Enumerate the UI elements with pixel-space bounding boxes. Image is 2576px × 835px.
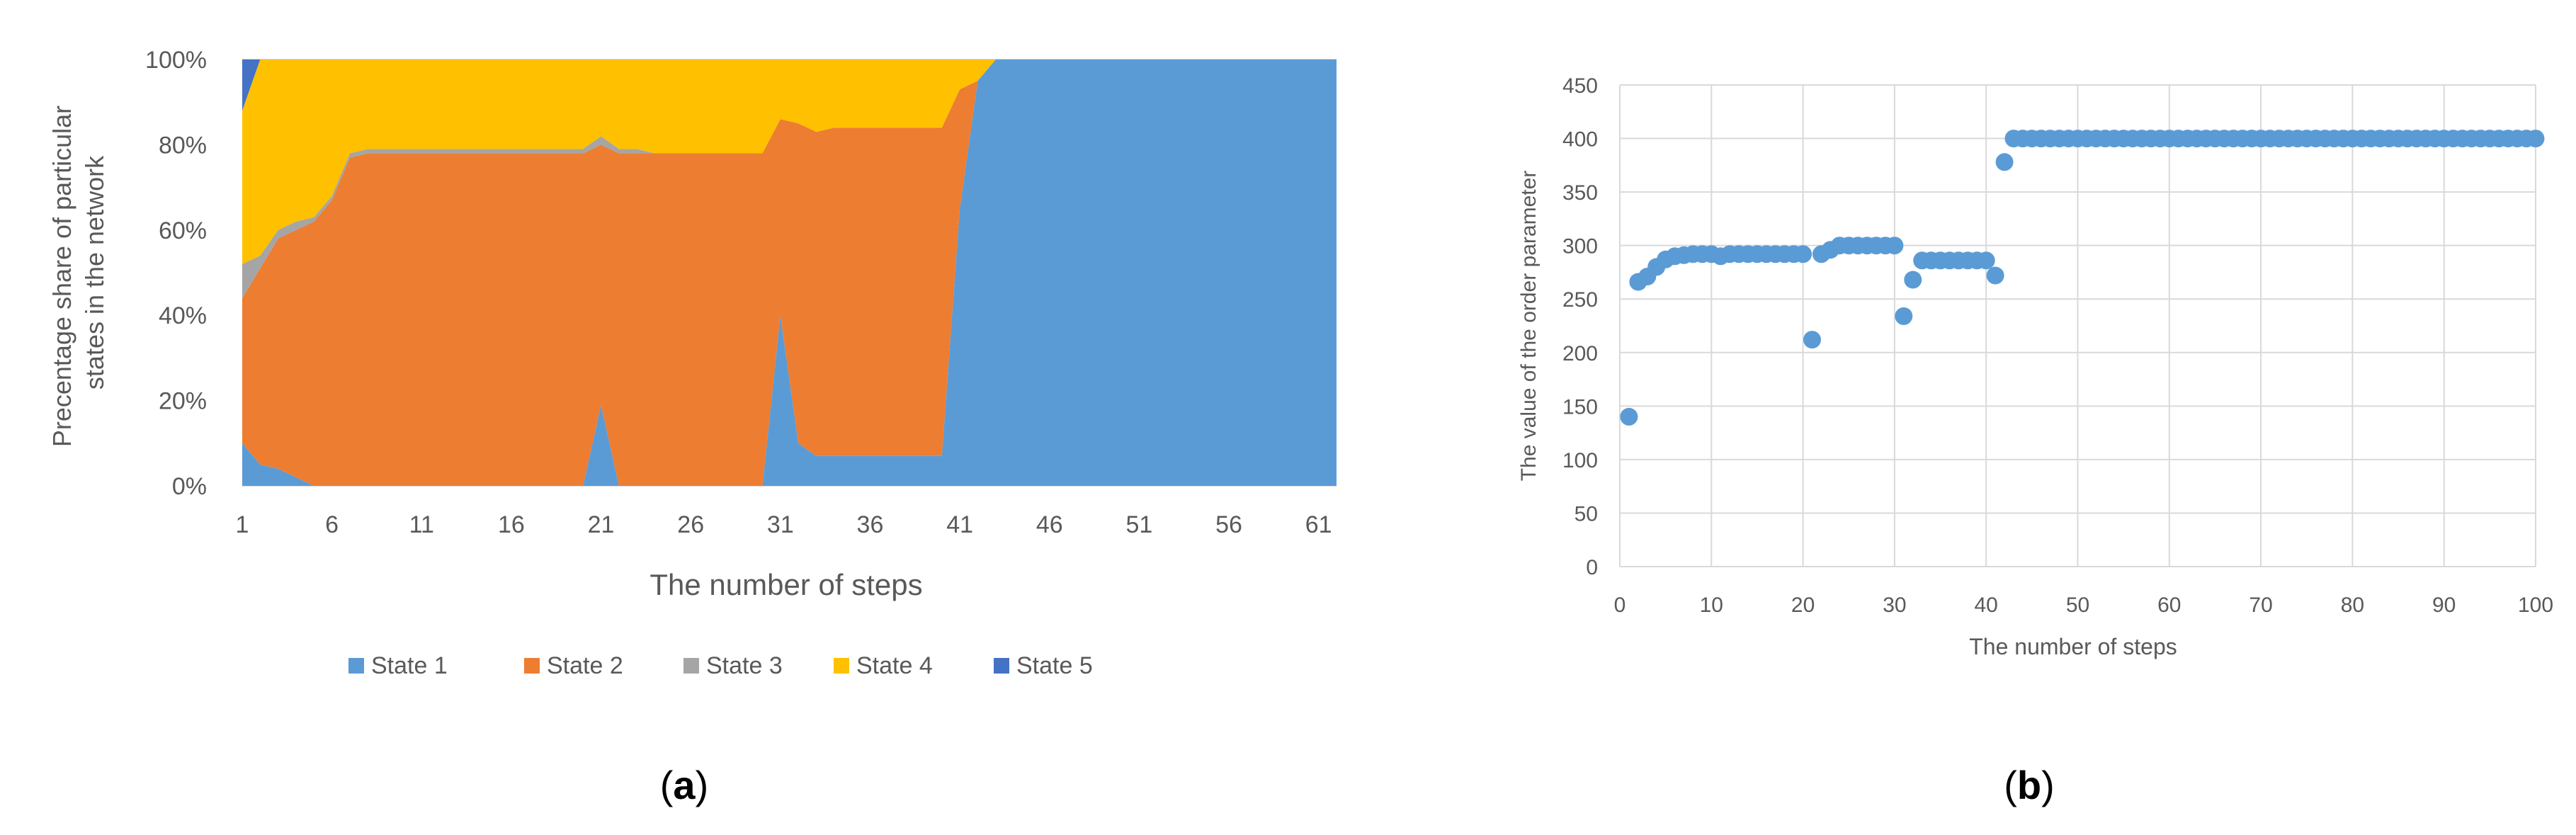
b-y-tick-label: 150 — [1562, 395, 1598, 419]
a-x-tick-label: 41 — [946, 511, 973, 538]
a-legend-swatch-state-5 — [994, 658, 1009, 674]
a-x-tick-label: 46 — [1036, 511, 1063, 538]
b-y-axis-label: The value of the order parameter — [1517, 171, 1541, 482]
a-x-tick-label: 36 — [857, 511, 884, 538]
a-legend-label-state-2: State 2 — [547, 652, 623, 679]
a-x-tick-label: 21 — [588, 511, 615, 538]
b-x-tick-label: 70 — [2249, 593, 2272, 617]
a-y-axis-label: Precentage share of particular states in… — [47, 98, 109, 447]
a-legend-swatch-state-4 — [834, 658, 849, 674]
a-legend-label-state-3: State 3 — [706, 652, 783, 679]
b-y-tick-labels: 0 50 100 150 200 250 300 350 400 450 — [1562, 74, 1598, 579]
a-y-tick-label: 20% — [159, 388, 207, 415]
b-panel-label: (b) — [2004, 763, 2055, 807]
a-y-tick-label: 40% — [159, 302, 207, 329]
a-legend-swatch-state-3 — [683, 658, 699, 674]
b-y-tick-label: 300 — [1562, 235, 1598, 259]
a-x-tick-label: 51 — [1125, 511, 1152, 538]
b-data-point — [1986, 266, 2004, 285]
a-y-tick-label: 80% — [159, 132, 207, 159]
b-x-tick-label: 30 — [1883, 593, 1906, 617]
a-area-state-4 — [242, 59, 1337, 264]
b-x-tick-label: 40 — [1975, 593, 1998, 617]
a-y-tick-labels: 0% 20% 40% 60% 80% 100% — [145, 47, 207, 500]
b-y-tick-label: 200 — [1562, 342, 1598, 365]
a-legend-label-state-1: State 1 — [371, 652, 448, 679]
panel-b-scatter-chart: 0 50 100 150 200 250 300 350 400 450 0 10 20 30 40 50 6… — [1517, 74, 2553, 807]
b-data-point — [1995, 153, 2014, 171]
a-x-tick-label: 16 — [498, 511, 525, 538]
a-stacked-areas — [242, 59, 1337, 486]
b-y-tick-label: 0 — [1586, 556, 1598, 579]
b-y-tick-label: 400 — [1562, 128, 1598, 152]
b-data-point — [1977, 251, 1995, 270]
b-panel-letter: b — [2017, 763, 2041, 807]
b-data-point — [1794, 245, 1812, 263]
a-x-tick-label: 56 — [1215, 511, 1242, 538]
panel-a-area-chart: 0%20%40%60%80%100% 1 6 11 16 21 26 31 36 41 46 51 5… — [47, 47, 1337, 807]
b-x-tick-label: 90 — [2432, 593, 2456, 617]
a-area-state-2 — [242, 59, 1337, 486]
b-y-tick-label: 100 — [1562, 449, 1598, 472]
a-y-tick-label: 0% — [172, 473, 207, 500]
b-x-tick-label: 80 — [2341, 593, 2364, 617]
a-legend-label-state-4: State 4 — [856, 652, 933, 679]
b-data-points — [1620, 130, 2545, 426]
b-data-point — [1904, 271, 1922, 289]
a-legend-swatch-state-1 — [348, 658, 364, 674]
b-x-axis-label: The number of steps — [1969, 634, 2177, 659]
a-panel-letter: a — [673, 763, 696, 807]
b-x-tick-labels: 0 10 20 30 40 50 60 70 80 90 100 — [1614, 593, 2553, 617]
b-data-point — [1620, 407, 1638, 426]
a-area-state-1 — [242, 59, 1337, 486]
b-x-tick-label: 60 — [2157, 593, 2181, 617]
b-gridlines — [1619, 84, 2536, 567]
b-x-tick-label: 50 — [2066, 593, 2089, 617]
a-legend-label-state-5: State 5 — [1016, 652, 1093, 679]
b-data-point — [1895, 307, 1913, 325]
a-x-axis-label: The number of steps — [649, 568, 922, 601]
a-x-tick-label: 31 — [767, 511, 794, 538]
a-x-tick-label: 6 — [325, 511, 339, 538]
b-x-tick-label: 10 — [1700, 593, 1723, 617]
b-y-tick-label: 350 — [1562, 181, 1598, 205]
a-panel-label: (a) — [660, 763, 708, 807]
b-x-tick-label: 0 — [1614, 593, 1626, 617]
b-data-point — [1803, 331, 1821, 349]
b-x-tick-label: 20 — [1791, 593, 1815, 617]
a-y-tick-label: 60% — [159, 217, 207, 244]
a-legend: State 1 State 2 State 3 State 4 State 5 — [348, 652, 1093, 679]
a-x-tick-label: 11 — [409, 511, 434, 538]
a-y-axis-label-line-2: states in the network — [80, 155, 109, 390]
b-data-point — [2526, 130, 2545, 148]
b-y-tick-label: 250 — [1562, 288, 1598, 312]
b-y-tick-label: 450 — [1562, 74, 1598, 98]
a-x-tick-label: 26 — [677, 511, 704, 538]
a-x-tick-labels: 1 6 11 16 21 26 31 36 41 46 51 56 61 — [236, 511, 1332, 538]
a-x-tick-label: 1 — [236, 511, 249, 538]
a-y-tick-label: 100% — [145, 47, 207, 74]
b-y-tick-label: 50 — [1574, 502, 1598, 526]
b-data-point — [1885, 237, 1904, 255]
a-x-tick-label: 61 — [1305, 511, 1332, 538]
a-y-axis-label-line-1: Precentage share of particular — [47, 106, 76, 447]
b-x-tick-label: 100 — [2518, 593, 2553, 617]
a-legend-swatch-state-2 — [524, 658, 540, 674]
